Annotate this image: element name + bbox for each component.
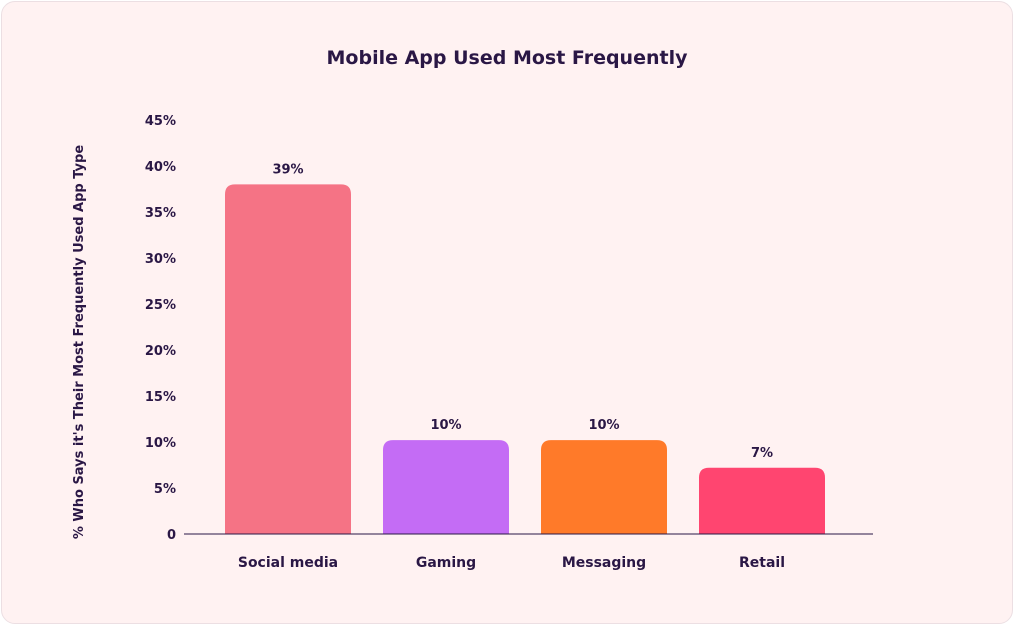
y-tick-label: 30%	[145, 252, 176, 267]
y-axis-ticks: 0 5% 10% 15% 20% 25% 30% 35% 40% 45%	[145, 114, 176, 543]
category-label: Retail	[739, 555, 785, 571]
y-tick-label: 45%	[145, 114, 176, 129]
y-tick-label: 35%	[145, 206, 176, 221]
y-tick-label: 40%	[145, 160, 176, 175]
y-tick-label: 20%	[145, 344, 176, 359]
category-label: Gaming	[416, 555, 476, 571]
bars-group	[225, 184, 825, 534]
category-labels-group: Social media Gaming Messaging Retail	[238, 555, 785, 571]
chart-title: Mobile App Used Most Frequently	[327, 47, 689, 69]
bar	[699, 467, 825, 534]
bar	[541, 440, 667, 534]
bar-value-label: 10%	[588, 418, 619, 433]
y-tick-label: 25%	[145, 298, 176, 313]
value-labels-group: 39% 10% 10% 7%	[272, 162, 773, 460]
bar	[225, 184, 351, 534]
category-label: Messaging	[562, 555, 646, 571]
bar	[383, 440, 509, 534]
y-tick-label: 5%	[154, 482, 176, 497]
bar-value-label: 7%	[751, 446, 773, 461]
bar-value-label: 10%	[430, 418, 461, 433]
bar-value-label: 39%	[272, 162, 303, 177]
category-label: Social media	[238, 555, 338, 571]
y-tick-label: 0	[167, 528, 176, 543]
y-axis-label: % Who Says it's Their Most Frequently Us…	[72, 145, 87, 539]
y-tick-label: 15%	[145, 390, 176, 405]
y-tick-label: 10%	[145, 436, 176, 451]
